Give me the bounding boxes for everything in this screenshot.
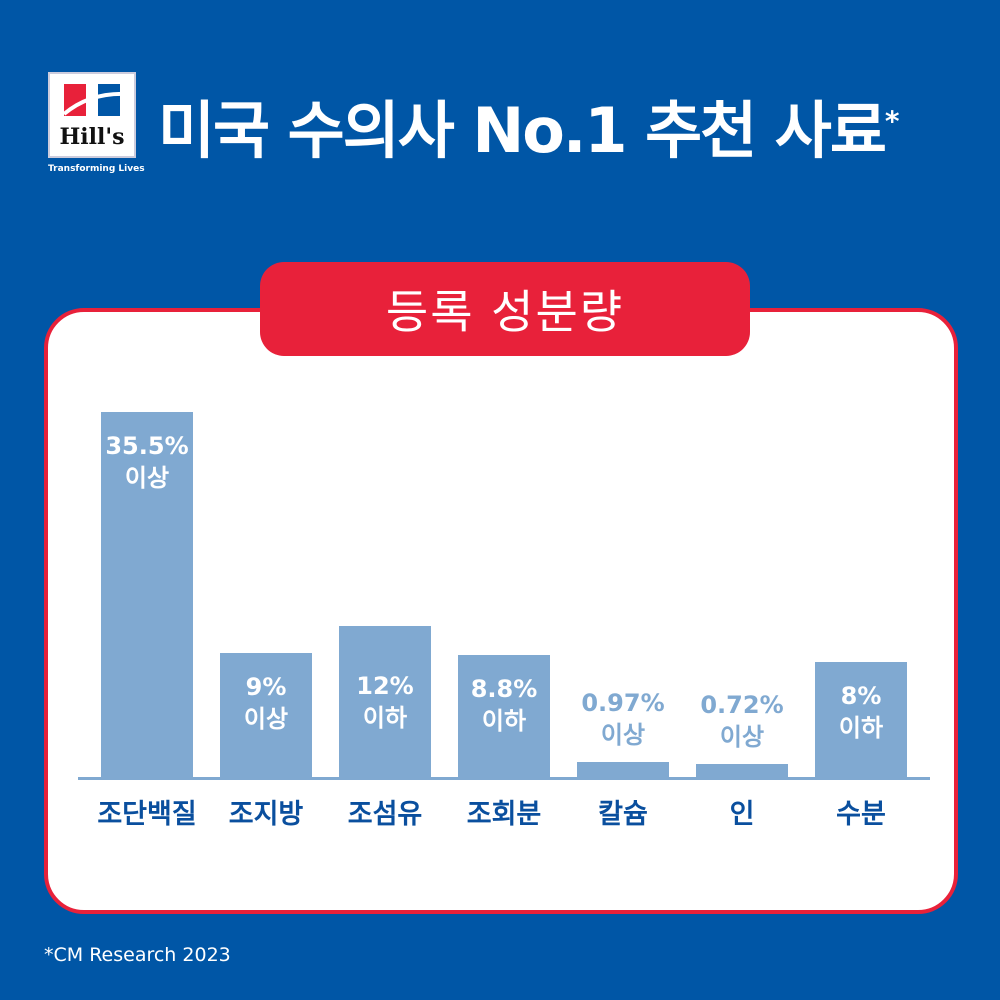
- data-label: 0.72% 이상: [700, 690, 784, 751]
- category-label: 수분: [836, 799, 886, 830]
- data-label: 0.97% 이상: [581, 689, 665, 750]
- bar-0: [101, 412, 193, 778]
- data-label: 8% 이하: [838, 682, 884, 743]
- x-axis-line: [78, 777, 930, 780]
- bar-1: [220, 653, 312, 778]
- bar-4: [577, 762, 669, 778]
- category-label: 조섬유: [347, 799, 423, 830]
- category-label: 조단백질: [97, 799, 197, 830]
- category-label: 칼슘: [598, 799, 648, 830]
- category-label: 인: [729, 799, 755, 830]
- category-label: 조회분: [466, 799, 542, 830]
- category-label: 조지방: [228, 799, 304, 830]
- bar-2: [339, 625, 431, 778]
- hills-logo: Hill's: [48, 72, 136, 158]
- data-label: 8.8% 이하: [470, 675, 538, 735]
- chart-title: 등록 성분량: [260, 262, 750, 356]
- data-label: 35.5% 이상: [105, 432, 189, 493]
- bar-6: [815, 662, 907, 778]
- bar-5: [696, 763, 788, 778]
- data-label: 9% 이상: [243, 673, 289, 734]
- footnote: *CM Research 2023: [44, 944, 231, 966]
- brand-tagline: Transforming Lives: [48, 164, 145, 174]
- svg-text:Hill's: Hill's: [60, 124, 125, 150]
- page-title: 미국 수의사 No.1 추천 사료*: [158, 94, 899, 167]
- chart-card: [44, 308, 958, 914]
- bar-3: [458, 655, 550, 778]
- data-label: 12% 이하: [356, 672, 414, 732]
